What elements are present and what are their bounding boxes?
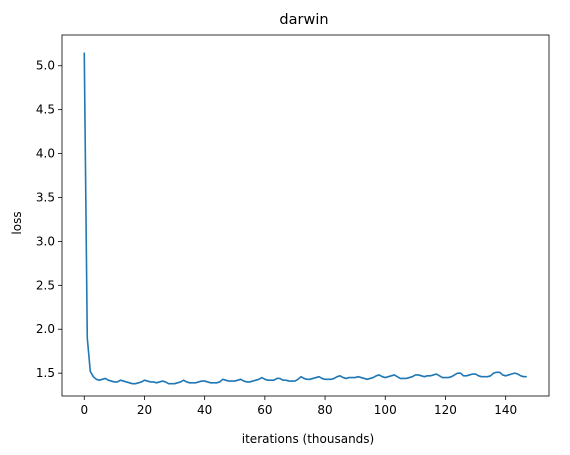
axes-border <box>61 34 550 397</box>
x-tick-label: 140 <box>494 403 517 417</box>
series-line-0 <box>83 52 527 385</box>
y-tick-label: 4.0 <box>36 147 55 161</box>
x-tick-label: 40 <box>197 403 212 417</box>
axes-frame <box>61 34 550 397</box>
x-tick-label: 20 <box>137 403 152 417</box>
y-axis: 1.5 2.0 2.5 3.0 3.5 4.0 4.5 5.0 <box>36 59 62 380</box>
x-tick-label: 60 <box>257 403 272 417</box>
series-layer <box>83 52 527 385</box>
chart-title: darwin <box>279 12 328 28</box>
y-tick-label: 1.5 <box>36 366 55 380</box>
y-tick-label: 3.0 <box>36 234 55 248</box>
x-tick-label: 80 <box>317 403 332 417</box>
y-tick-label: 2.5 <box>36 278 55 292</box>
x-tick-label: 120 <box>434 403 457 417</box>
y-tick-label: 5.0 <box>36 59 55 73</box>
y-tick-label: 3.5 <box>36 190 55 204</box>
x-axis: 0 20 40 60 80 100 120 140 <box>80 396 517 417</box>
x-tick-label: 100 <box>374 403 397 417</box>
y-tick-label: 2.0 <box>36 322 55 336</box>
y-tick-label: 4.5 <box>36 103 55 117</box>
x-axis-label: iterations (thousands) <box>242 432 374 446</box>
x-tick-label: 0 <box>80 403 88 417</box>
y-axis-label: loss <box>10 211 24 234</box>
